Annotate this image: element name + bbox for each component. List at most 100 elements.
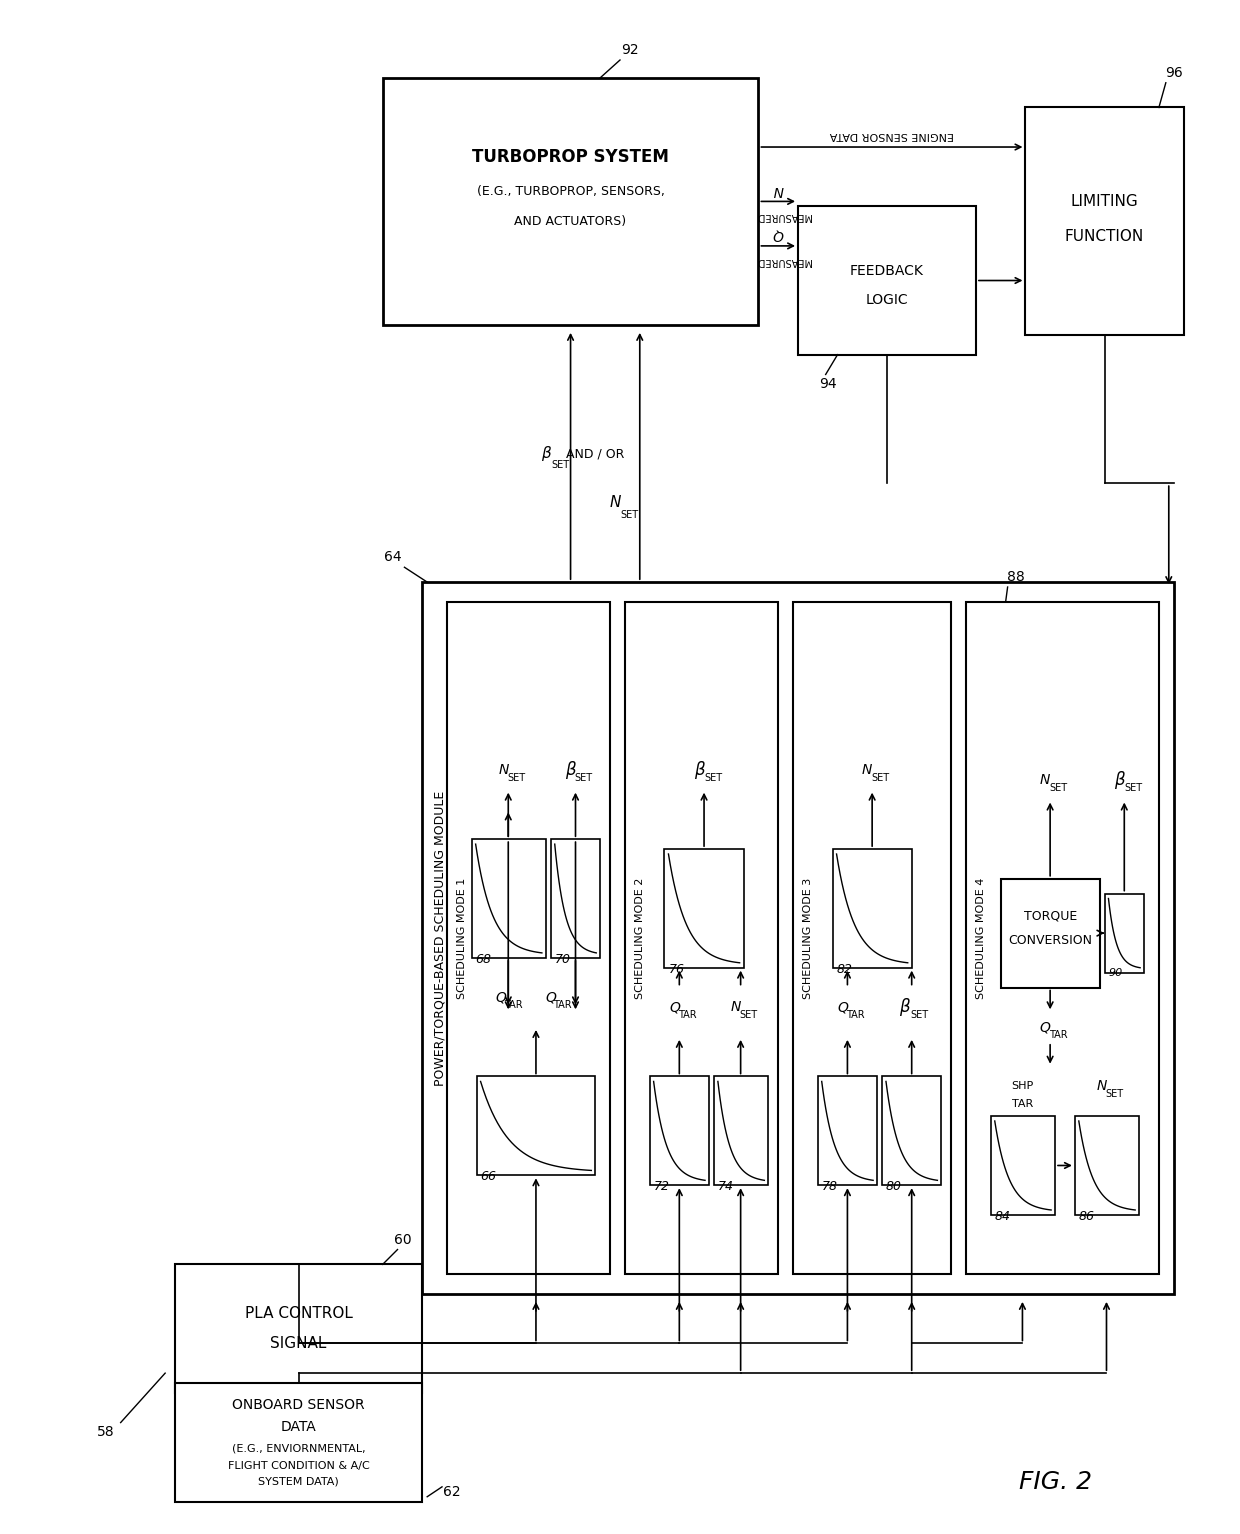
- Bar: [714, 1077, 769, 1186]
- Text: TURBOPROP SYSTEM: TURBOPROP SYSTEM: [472, 147, 670, 166]
- Text: AND ACTUATORS): AND ACTUATORS): [515, 215, 626, 227]
- Text: (E.G., ENVIORNMENTAL,: (E.G., ENVIORNMENTAL,: [232, 1443, 366, 1453]
- Text: FIG. 2: FIG. 2: [1018, 1470, 1091, 1494]
- Bar: [446, 601, 610, 1275]
- Text: 96: 96: [1164, 66, 1183, 80]
- Text: AND / OR: AND / OR: [567, 446, 625, 460]
- Text: SET: SET: [574, 773, 593, 782]
- Text: SCHEDULING MODE 3: SCHEDULING MODE 3: [802, 877, 813, 999]
- Text: 68: 68: [476, 953, 491, 966]
- Text: SET: SET: [704, 773, 722, 782]
- Text: TAR: TAR: [503, 1000, 522, 1011]
- Text: β: β: [541, 446, 551, 462]
- Text: SYSTEM DATA): SYSTEM DATA): [258, 1477, 339, 1486]
- Text: 90: 90: [1109, 968, 1122, 977]
- Bar: [471, 839, 546, 957]
- Text: β: β: [1114, 772, 1125, 788]
- Text: (E.G., TURBOPROP, SENSORS,: (E.G., TURBOPROP, SENSORS,: [476, 186, 665, 198]
- Text: 86: 86: [1079, 1210, 1095, 1223]
- Bar: [991, 1117, 1055, 1215]
- Text: TORQUE: TORQUE: [1023, 910, 1076, 923]
- Text: MEASURED: MEASURED: [755, 256, 811, 265]
- Text: CONVERSION: CONVERSION: [1008, 934, 1092, 946]
- Bar: [794, 601, 951, 1275]
- Text: N: N: [498, 762, 508, 776]
- Bar: [625, 601, 779, 1275]
- Text: SET: SET: [1049, 782, 1068, 793]
- Text: N: N: [730, 1000, 740, 1014]
- Text: FEEDBACK: FEEDBACK: [851, 264, 924, 278]
- Text: 78: 78: [822, 1180, 838, 1193]
- Text: N: N: [609, 495, 621, 511]
- Text: LIMITING: LIMITING: [1070, 193, 1138, 209]
- Text: 64: 64: [383, 551, 402, 565]
- Bar: [175, 1384, 423, 1502]
- Text: TAR: TAR: [846, 1011, 864, 1020]
- Text: TAR: TAR: [678, 1011, 697, 1020]
- Text: β: β: [565, 761, 575, 779]
- Text: FUNCTION: FUNCTION: [1065, 229, 1145, 244]
- Bar: [476, 1077, 595, 1175]
- Text: β: β: [899, 999, 910, 1017]
- Text: N: N: [773, 183, 784, 196]
- Text: 80: 80: [887, 1180, 901, 1193]
- Bar: [1025, 107, 1184, 334]
- Bar: [665, 850, 744, 968]
- Text: Q: Q: [1040, 1020, 1050, 1034]
- Text: LOGIC: LOGIC: [866, 293, 908, 307]
- Text: Q: Q: [546, 991, 557, 1005]
- Text: ENGINE SENSOR DATA: ENGINE SENSOR DATA: [830, 130, 954, 140]
- Bar: [175, 1264, 423, 1393]
- Text: 84: 84: [994, 1210, 1011, 1223]
- Text: 72: 72: [653, 1180, 670, 1193]
- Text: SET: SET: [910, 1011, 929, 1020]
- Text: SET: SET: [1125, 782, 1142, 793]
- Text: SCHEDULING MODE 1: SCHEDULING MODE 1: [456, 877, 466, 999]
- Text: 58: 58: [97, 1425, 114, 1439]
- Text: 82: 82: [837, 963, 853, 976]
- Text: POWER/TORQUE-BASED SCHEDULING MODULE: POWER/TORQUE-BASED SCHEDULING MODULE: [434, 790, 446, 1086]
- Text: 70: 70: [554, 953, 570, 966]
- Bar: [1075, 1117, 1140, 1215]
- Bar: [383, 78, 759, 325]
- Text: SET: SET: [1105, 1089, 1123, 1100]
- Text: 92: 92: [621, 43, 639, 57]
- Bar: [817, 1077, 877, 1186]
- Text: TAR: TAR: [1049, 1029, 1068, 1040]
- Text: 94: 94: [818, 377, 837, 391]
- Bar: [882, 1077, 941, 1186]
- Text: SET: SET: [552, 460, 569, 471]
- Text: SHP: SHP: [1012, 1081, 1034, 1091]
- Text: PLA CONTROL: PLA CONTROL: [244, 1307, 352, 1321]
- Text: Q: Q: [837, 1000, 848, 1014]
- Text: N: N: [1096, 1080, 1107, 1094]
- Bar: [650, 1077, 709, 1186]
- Text: N: N: [1040, 773, 1050, 787]
- Text: SET: SET: [621, 509, 639, 520]
- Text: N: N: [862, 762, 873, 776]
- Text: Q: Q: [668, 1000, 680, 1014]
- Text: SIGNAL: SIGNAL: [270, 1336, 327, 1351]
- Text: 66: 66: [481, 1170, 496, 1183]
- Text: SET: SET: [739, 1011, 758, 1020]
- Text: TAR: TAR: [553, 1000, 572, 1011]
- Bar: [1001, 879, 1100, 988]
- Text: SET: SET: [870, 773, 889, 782]
- Text: 74: 74: [718, 1180, 734, 1193]
- Text: β: β: [694, 761, 704, 779]
- Text: 76: 76: [668, 963, 684, 976]
- Text: 62: 62: [443, 1485, 461, 1499]
- Text: FLIGHT CONDITION & A/C: FLIGHT CONDITION & A/C: [228, 1460, 370, 1471]
- Text: SCHEDULING MODE 4: SCHEDULING MODE 4: [976, 877, 986, 999]
- Bar: [423, 581, 1174, 1295]
- Bar: [799, 207, 976, 354]
- Text: 60: 60: [393, 1233, 412, 1247]
- Text: Q: Q: [496, 991, 507, 1005]
- Text: Q: Q: [773, 227, 784, 241]
- Text: SCHEDULING MODE 2: SCHEDULING MODE 2: [635, 877, 645, 999]
- Text: SET: SET: [507, 773, 526, 782]
- Text: TAR: TAR: [1012, 1100, 1033, 1109]
- Text: ONBOARD SENSOR: ONBOARD SENSOR: [232, 1397, 365, 1411]
- Bar: [1105, 894, 1145, 973]
- Text: 88: 88: [1007, 571, 1024, 584]
